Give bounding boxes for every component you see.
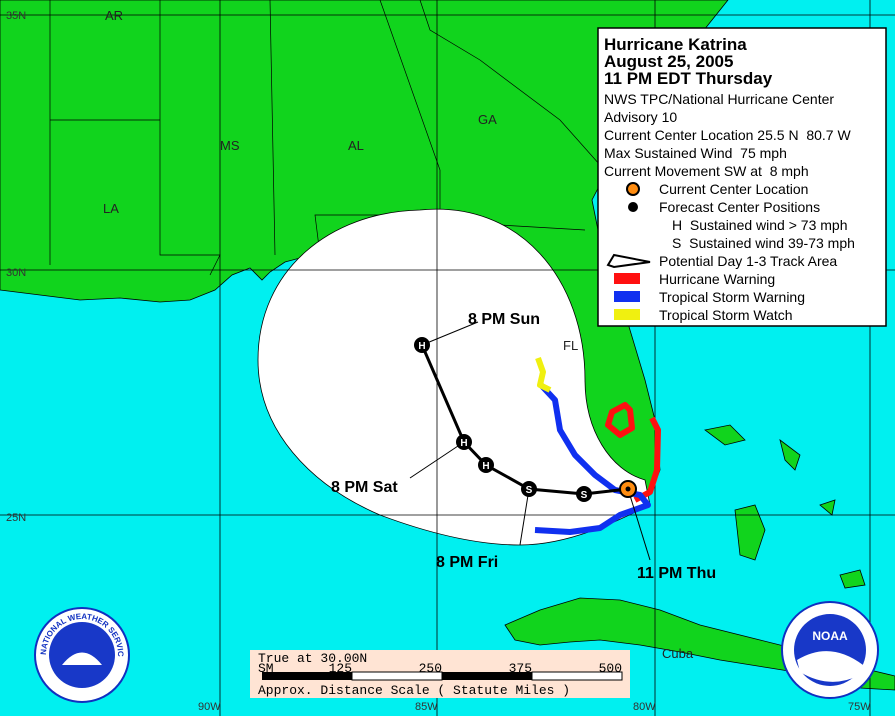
legend-icon [628, 202, 638, 212]
scale-tick: 250 [419, 661, 442, 676]
place-label: GA [478, 112, 497, 127]
forecast-point-letter: H [460, 438, 467, 449]
leader-line [421, 321, 479, 346]
track-label: 8 PM Sat [331, 479, 398, 496]
legend-swatch [614, 291, 640, 302]
legend-label: Hurricane Warning [659, 271, 775, 287]
noaa-logo [781, 601, 879, 699]
legend-swatch [614, 309, 640, 320]
lat-label: 25N [6, 512, 26, 524]
place-label: AL [348, 138, 364, 153]
tropical-storm-watch [535, 356, 552, 393]
legend-swatch [614, 273, 640, 284]
place-label: AR [105, 8, 123, 23]
leader-line [519, 488, 530, 546]
track-label: 11 PM Thu [637, 565, 716, 582]
current-center-dot [625, 486, 631, 492]
scale-note: True at 30.00N [258, 651, 367, 666]
scale-unit: SM [258, 661, 274, 676]
forecast-point-letter: S [526, 485, 533, 496]
leader-line [627, 488, 651, 561]
legend-icon [606, 253, 651, 269]
noaa-logo-label: NOAA [812, 629, 848, 643]
legend-label: S Sustained wind 39-73 mph [672, 235, 855, 251]
scale-tick: 500 [599, 661, 622, 676]
info-line: Advisory 10 [604, 109, 677, 125]
info-line: Max Sustained Wind 75 mph [604, 145, 787, 161]
lon-label: 90W [198, 701, 221, 713]
lon-label: 85W [415, 701, 438, 713]
info-title: 11 PM EDT Thursday [604, 69, 773, 88]
legend-label: Forecast Center Positions [659, 199, 820, 215]
track-label: 8 PM Fri [436, 554, 498, 571]
track-label: 8 PM Sun [468, 311, 540, 328]
track [409, 321, 651, 561]
place-label: MS [220, 138, 240, 153]
forecast-point-letter: H [482, 461, 489, 472]
legend-label: Current Center Location [659, 181, 808, 197]
scale-caption: Approx. Distance Scale ( Statute Miles ) [258, 683, 570, 698]
lat-label: 30N [6, 267, 26, 279]
scale-tick: 375 [509, 661, 532, 676]
info-line: Current Movement SW at 8 mph [604, 163, 809, 179]
legend-label: H Sustained wind > 73 mph [672, 217, 848, 233]
scale-tick: 125 [329, 661, 352, 676]
forecast-point [521, 481, 537, 497]
legend-icon [626, 182, 640, 196]
forecast-point [478, 457, 494, 473]
legend-label: Potential Day 1-3 Track Area [659, 253, 837, 269]
forecast-point [414, 337, 430, 353]
lon-label: 75W [848, 701, 871, 713]
scale-bar [262, 671, 623, 681]
info-title: August 25, 2005 [604, 52, 733, 71]
place-label: LA [103, 201, 119, 216]
info-line: NWS TPC/National Hurricane Center [604, 91, 834, 107]
leader-line [409, 441, 465, 479]
nws-logo [34, 607, 130, 703]
forecast-point-letter: S [581, 490, 588, 501]
info-line: Current Center Location 25.5 N 80.7 W [604, 127, 851, 143]
legend-label: Tropical Storm Warning [659, 289, 805, 305]
lon-label: 80W [633, 701, 656, 713]
place-label: Cuba [662, 646, 694, 661]
lat-label: 35N [6, 10, 26, 22]
forecast-point-letter: H [418, 341, 425, 352]
forecast-point [456, 434, 472, 450]
legend-label: Tropical Storm Watch [659, 307, 793, 323]
place-label: FL [563, 338, 578, 353]
info-title: Hurricane Katrina [604, 35, 747, 54]
track-area [257, 208, 651, 546]
bahamas [704, 424, 866, 589]
info-box [597, 27, 887, 327]
forecast-point [576, 486, 592, 502]
hurricane-warning [605, 402, 661, 503]
